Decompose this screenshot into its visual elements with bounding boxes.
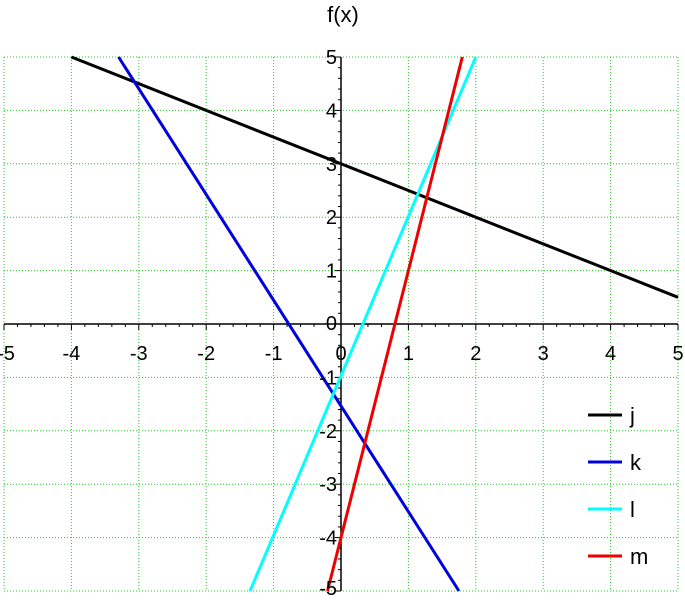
x-tick-label: 1 (403, 343, 414, 365)
legend-label-j: j (629, 403, 635, 428)
x-tick-label: -1 (265, 343, 283, 365)
legend-label-l: l (630, 497, 635, 522)
x-tick-label: 4 (605, 343, 616, 365)
y-tick-label: -5 (319, 578, 337, 600)
x-tick-label: -3 (130, 343, 148, 365)
y-tick-label: -3 (319, 474, 337, 496)
y-axis-title: f(x) (327, 2, 359, 27)
series-lines (70, 55, 679, 592)
series-line-k (117, 56, 461, 592)
x-tick-label: 0 (335, 343, 346, 365)
x-tick-label: -5 (0, 343, 15, 365)
series-line-j (70, 55, 679, 299)
y-tick-label: -1 (319, 367, 337, 389)
y-tick-label: -4 (319, 528, 337, 550)
x-tick-label: 2 (470, 343, 481, 365)
y-tick-label: 2 (326, 207, 337, 229)
x-tick-label: 5 (672, 343, 683, 365)
y-tick-label: 4 (326, 100, 337, 122)
series-line-m (326, 56, 464, 592)
legend-label-m: m (630, 544, 648, 569)
x-tick-label: -2 (197, 343, 215, 365)
axes (3, 56, 679, 592)
x-tick-label: 3 (538, 343, 549, 365)
series-line-l (248, 56, 478, 592)
y-tick-label: -2 (319, 421, 337, 443)
y-tick-label: 5 (326, 47, 337, 69)
legend-label-k: k (630, 450, 642, 475)
y-tick-label: 3 (326, 154, 337, 176)
y-tick-label: 0 (326, 313, 337, 335)
x-tick-label: -4 (63, 343, 81, 365)
y-tick-label: 1 (326, 261, 337, 283)
